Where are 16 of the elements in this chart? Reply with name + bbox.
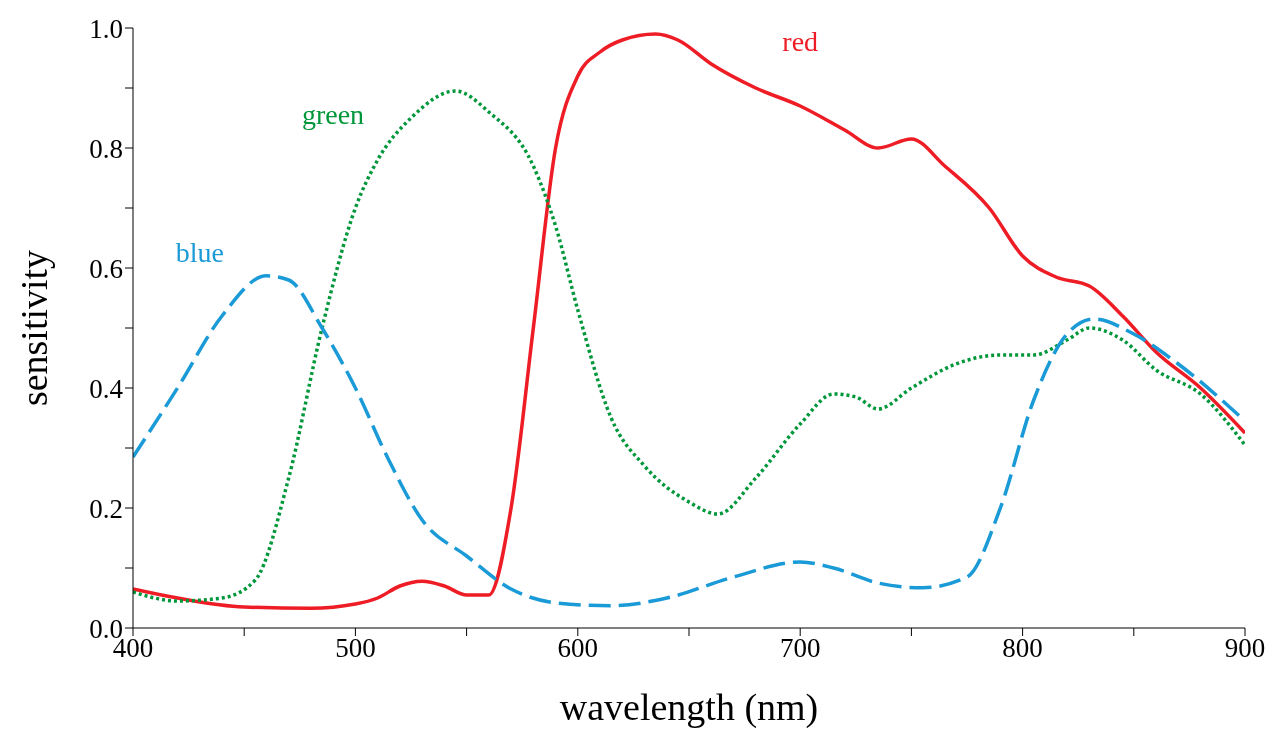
series-label: green: [301, 99, 365, 130]
series-label: red: [782, 26, 819, 57]
x-tick-label: 700: [779, 633, 821, 664]
x-axis-title: wavelength (nm): [559, 686, 819, 729]
y-tick-label: 0.8: [89, 133, 123, 164]
y-tick-label: 0.2: [89, 493, 123, 524]
x-tick-label: 500: [335, 633, 376, 664]
x-tick-label: 800: [1002, 633, 1043, 664]
y-tick-label: 0.4: [89, 373, 124, 404]
x-tick-label: 900: [1224, 633, 1266, 664]
y-tick-label: 0.6: [89, 253, 123, 284]
series-label: blue: [175, 237, 225, 268]
line-series: [133, 274, 1245, 608]
y-axis-title: sensitivity: [13, 249, 56, 407]
y-tick-label: 1.0: [89, 13, 123, 44]
x-tick-label: 600: [557, 633, 599, 664]
